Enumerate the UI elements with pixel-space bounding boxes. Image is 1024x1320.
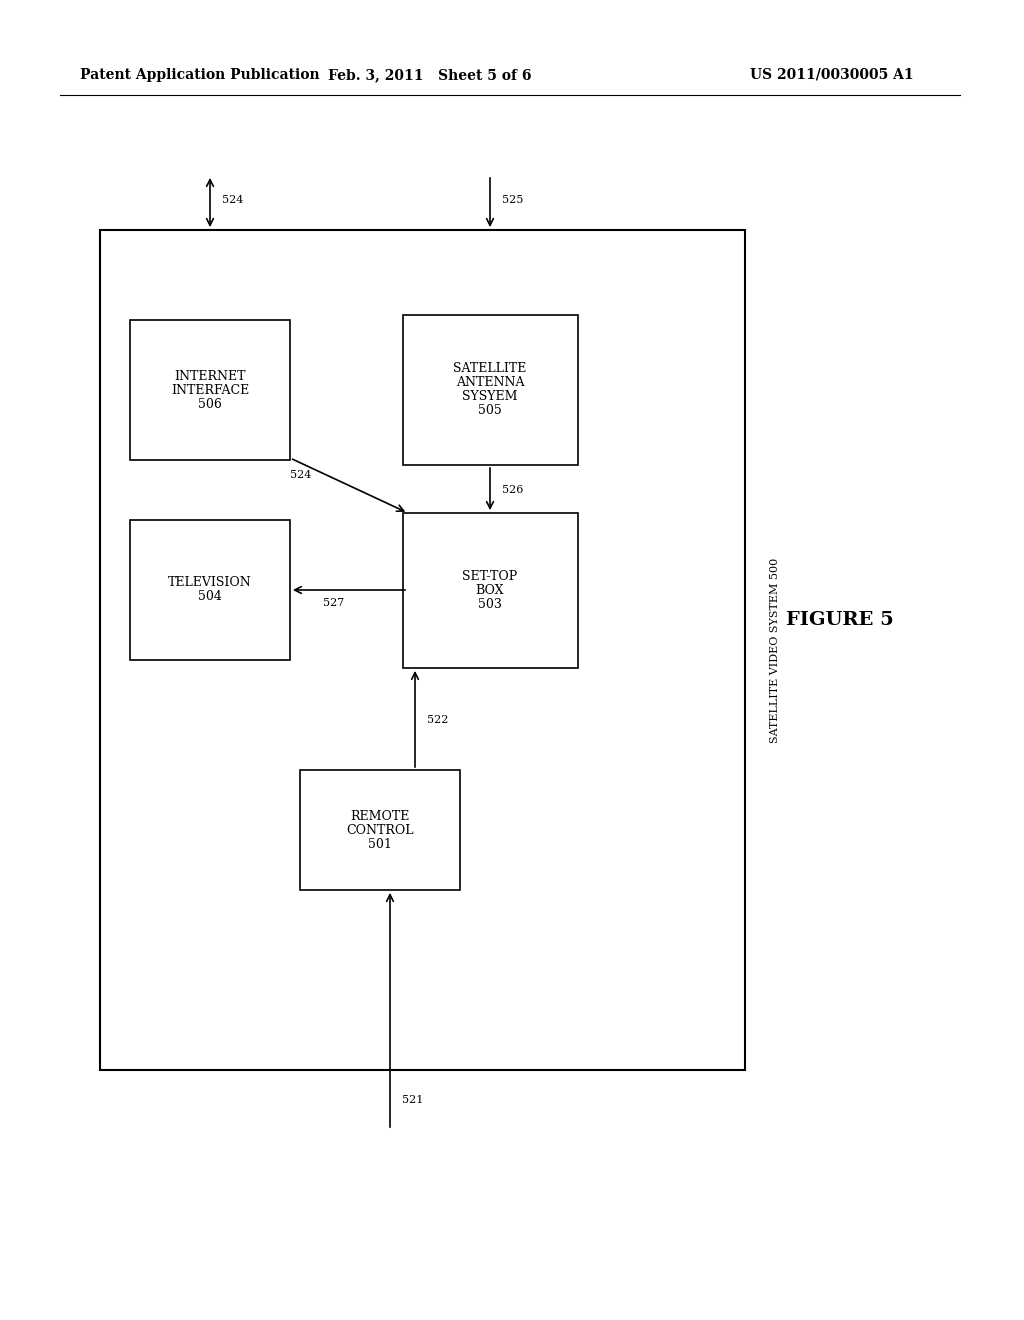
Text: SATELLITE VIDEO SYSTEM 500: SATELLITE VIDEO SYSTEM 500 [770, 557, 780, 743]
Text: INTERFACE: INTERFACE [171, 384, 249, 396]
Text: 522: 522 [427, 715, 449, 725]
Text: SET-TOP: SET-TOP [463, 569, 517, 582]
Text: 501: 501 [368, 837, 392, 850]
Text: Feb. 3, 2011   Sheet 5 of 6: Feb. 3, 2011 Sheet 5 of 6 [329, 69, 531, 82]
Text: 504: 504 [198, 590, 222, 603]
Text: CONTROL: CONTROL [346, 824, 414, 837]
Text: SATELLITE: SATELLITE [454, 363, 526, 375]
Bar [100, 230, 745, 1071]
Bar [402, 315, 578, 465]
Text: INTERNET: INTERNET [174, 370, 246, 383]
Text: 506: 506 [198, 397, 222, 411]
Text: 505: 505 [478, 404, 502, 417]
Text: Patent Application Publication: Patent Application Publication [80, 69, 319, 82]
Bar [402, 512, 578, 668]
Text: 524: 524 [222, 195, 244, 205]
Bar [130, 319, 290, 459]
Text: TELEVISION: TELEVISION [168, 577, 252, 590]
Bar [130, 520, 290, 660]
Text: 521: 521 [402, 1096, 423, 1105]
Text: ANTENNA: ANTENNA [456, 376, 524, 389]
Text: 503: 503 [478, 598, 502, 610]
Text: SYSYEM: SYSYEM [462, 391, 518, 404]
Text: 525: 525 [502, 195, 523, 205]
Text: 527: 527 [323, 598, 344, 609]
Text: REMOTE: REMOTE [350, 809, 410, 822]
Text: 524: 524 [290, 470, 311, 480]
Text: BOX: BOX [476, 583, 504, 597]
Text: US 2011/0030005 A1: US 2011/0030005 A1 [750, 69, 913, 82]
Text: 526: 526 [502, 484, 523, 495]
Text: FIGURE 5: FIGURE 5 [786, 611, 894, 630]
Bar [300, 770, 460, 890]
